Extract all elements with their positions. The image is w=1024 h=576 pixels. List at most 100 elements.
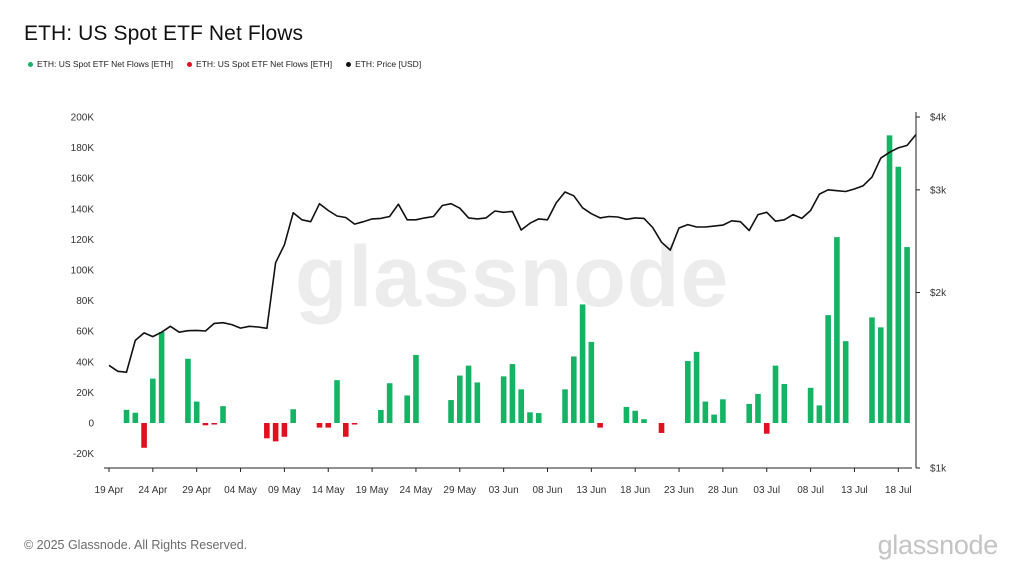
outflow-bar [342, 423, 349, 437]
inflow-bar [220, 406, 226, 423]
watermark-logo: glassnode [295, 229, 729, 325]
x-tick-label: 04 May [224, 485, 257, 496]
outflow-bar [351, 423, 358, 425]
outflow-bar [281, 423, 288, 437]
inflow-bar [132, 412, 139, 423]
x-tick-label: 29 May [443, 485, 476, 496]
x-tick-label: 03 Jul [753, 485, 780, 496]
left-tick-label: -20K [73, 449, 94, 460]
outflow-bar [211, 423, 218, 425]
inflow-bar [448, 400, 454, 423]
inflow-bar [571, 356, 577, 423]
left-tick-label: 80K [76, 296, 94, 307]
left-tick-label: 140K [71, 204, 95, 215]
inflow-bar [404, 395, 410, 423]
price-line [108, 134, 917, 374]
right-tick-label: $1k [930, 464, 947, 475]
outflow-bar [264, 423, 270, 439]
inflow-bar [290, 409, 296, 423]
legend-label-outflows: ETH: US Spot ETF Net Flows [ETH] [196, 59, 333, 69]
inflow-bar [641, 419, 647, 423]
legend: ETH: US Spot ETF Net Flows [ETH] ETH: US… [28, 59, 421, 69]
legend-dot-price [346, 61, 352, 67]
x-tick-label: 03 Jun [489, 485, 519, 496]
inflow-bar [877, 327, 884, 423]
x-tick-label: 14 May [312, 485, 345, 496]
right-tick-label: $4k [930, 113, 947, 124]
left-tick-label: 120K [71, 235, 95, 246]
inflow-bar [632, 410, 638, 423]
inflow-bar [474, 382, 481, 423]
outflow-bar [597, 423, 603, 428]
inflow-bar [781, 383, 788, 423]
inflow-bar [904, 247, 910, 423]
inflow-bar [825, 315, 831, 423]
inflow-bar [746, 403, 753, 423]
inflow-bar [527, 412, 533, 423]
left-tick-label: 100K [71, 266, 95, 277]
x-tick-label: 13 Jul [841, 485, 868, 496]
left-tick-label: 160K [71, 174, 95, 185]
inflow-bar [150, 378, 156, 423]
x-tick-label: 24 May [400, 485, 433, 496]
inflow-bar [886, 135, 893, 424]
inflow-bar [509, 364, 516, 423]
x-tick-label: 09 May [268, 485, 301, 496]
right-tick-label: $2k [930, 288, 947, 299]
inflow-bar [588, 341, 595, 423]
inflow-bar [123, 409, 130, 423]
inflow-bar [702, 401, 709, 423]
inflow-bar [378, 409, 384, 423]
x-tick-label: 19 May [356, 485, 389, 496]
x-tick-label: 29 Apr [182, 485, 212, 496]
inflow-bar [807, 387, 814, 423]
right-tick-label: $3k [930, 185, 947, 196]
x-tick-label: 18 Jul [885, 485, 912, 496]
outflow-bar [272, 423, 279, 442]
x-tick-label: 13 Jun [576, 485, 606, 496]
inflow-bar [413, 354, 419, 423]
copyright-text: © 2025 Glassnode. All Rights Reserved. [24, 538, 248, 552]
inflow-bar [772, 365, 779, 423]
outflow-bar [658, 423, 665, 433]
inflow-bar [579, 304, 586, 423]
x-tick-label: 19 Apr [95, 485, 125, 496]
chart-title: ETH: US Spot ETF Net Flows [24, 22, 304, 45]
inflow-bar [685, 361, 691, 423]
inflow-bar [816, 405, 823, 423]
inflow-bar [869, 317, 875, 423]
inflow-bar [755, 393, 761, 423]
inflow-bar [465, 365, 472, 423]
left-tick-label: 60K [76, 327, 94, 338]
legend-item-inflows[interactable]: ETH: US Spot ETF Net Flows [ETH] [28, 59, 173, 69]
outflow-bar [763, 423, 770, 434]
x-tick-label: 08 Jul [797, 485, 824, 496]
left-tick-label: 40K [76, 357, 94, 368]
inflow-bar [334, 380, 340, 423]
x-tick-label: 24 Apr [138, 485, 168, 496]
inflow-bar [842, 341, 849, 423]
left-tick-label: 180K [71, 143, 95, 154]
legend-dot-inflows [28, 61, 33, 67]
legend-item-outflows[interactable]: ETH: US Spot ETF Net Flows [ETH] [187, 59, 332, 69]
x-tick-label: 28 Jun [708, 485, 738, 496]
outflow-bar [202, 423, 209, 426]
inflow-bar [834, 237, 840, 423]
inflow-bar [386, 383, 393, 423]
legend-dot-outflows [187, 61, 193, 67]
inflow-bar [193, 401, 200, 423]
legend-item-price[interactable]: ETH: Price [USD] [346, 59, 421, 69]
inflow-bar [535, 413, 542, 423]
left-axis-ticks: 200K 180K 160K 140K 120K 100K 80K 60K 40K 20K 0 -20… [71, 113, 95, 461]
inflow-bar [518, 389, 524, 423]
outflow-bar [141, 423, 147, 448]
inflow-bar [693, 351, 700, 423]
inflow-bar [562, 389, 568, 423]
right-axis-ticks: $4k $3k $2k $1k [916, 113, 947, 475]
outflow-bar [316, 423, 323, 428]
x-tick-label: 23 Jun [664, 485, 694, 496]
x-tick-label: 08 Jun [532, 485, 562, 496]
legend-label-inflows: ETH: US Spot ETF Net Flows [ETH] [37, 59, 174, 69]
outflow-bar [325, 423, 332, 428]
